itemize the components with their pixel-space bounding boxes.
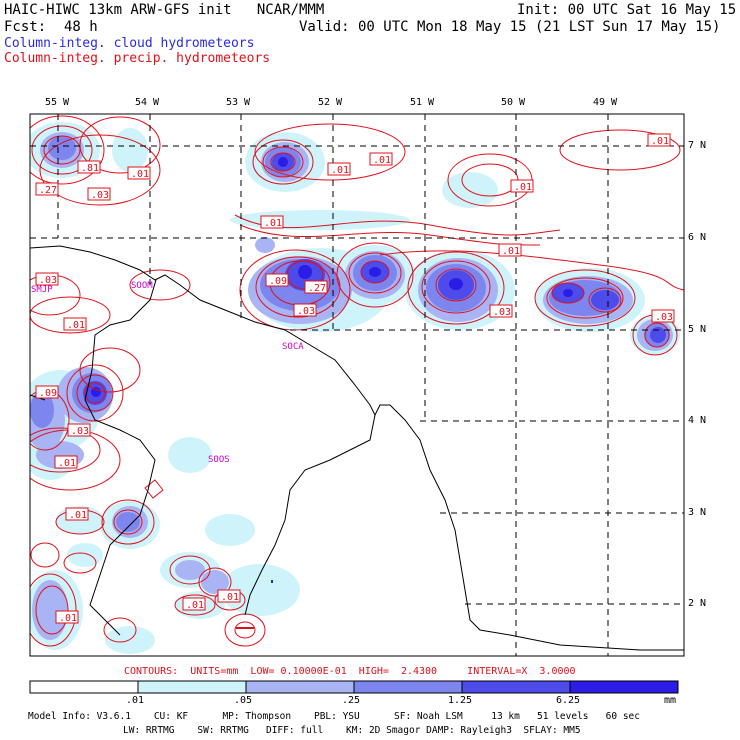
model-info-line2: LW: RRTMG SW: RRTMG DIFF: full KM: 2D Sm… (123, 725, 581, 736)
lat-label: 4 N (688, 415, 707, 426)
station-label: SMJP (31, 285, 53, 295)
contour-label: .01 (131, 169, 149, 180)
contour-label: .03 (71, 426, 89, 437)
contour-label: .01 (221, 592, 239, 603)
contour-label: .03 (91, 190, 109, 201)
legend-unit: mm (664, 695, 677, 706)
cloud-shading (30, 122, 680, 654)
lat-label: 2 N (688, 598, 707, 609)
contour-label: .09 (39, 388, 57, 399)
lat-lon-grid (30, 114, 684, 656)
contour-labels: .01 .81 .27 .03 .01 .01 .01 .01 .01 .09 … (35, 133, 675, 624)
contour-label: .01 (502, 246, 520, 257)
lon-label: 50 W (501, 97, 526, 108)
lon-label: 51 W (410, 97, 435, 108)
contour-label: .01 (186, 600, 204, 611)
lon-label: 54 W (135, 97, 160, 108)
contour-label: .01 (373, 155, 391, 166)
plot-frame (29, 113, 685, 657)
contour-label: .01 (514, 182, 532, 193)
legend-tick: .01 (126, 695, 145, 706)
station-label: SOOS (208, 455, 230, 465)
contour-label: .01 (58, 458, 76, 469)
model-title: HAIC-HIWC 13km ARW-GFS init NCAR/MMM (4, 2, 325, 18)
contour-label: .01 (331, 165, 349, 176)
lat-label: 5 N (688, 324, 707, 335)
legend-tick: 6.25 (556, 695, 581, 706)
model-info-line1: Model Info: V3.6.1 CU: KF MP: Thompson P… (28, 711, 640, 722)
legend-bar (29, 680, 679, 694)
contour-label: .03 (297, 306, 315, 317)
contour-label: .27 (39, 185, 57, 196)
coastline (30, 245, 684, 651)
lat-label: 3 N (688, 507, 707, 518)
contour-label: .27 (308, 283, 326, 294)
legend-tick: .05 (234, 695, 253, 706)
contour-label: .01 (67, 320, 85, 331)
contour-info: CONTOURS: UNITS=mm LOW= 0.10000E-01 HIGH… (124, 666, 576, 677)
contour-label: .01 (59, 613, 77, 624)
legend-tick: .25 (342, 695, 361, 706)
contour-label: .81 (81, 163, 99, 174)
contour-label: .01 (69, 510, 87, 521)
legend-tick: 1.25 (448, 695, 473, 706)
lat-label: 6 N (688, 232, 707, 243)
lon-label: 53 W (226, 97, 251, 108)
contour-label: .01 (651, 136, 669, 147)
forecast-hours: 48 h (64, 19, 98, 35)
lon-label: 49 W (593, 97, 618, 108)
field-cloud-label: Column-integ. cloud hydrometeors (4, 36, 255, 51)
station-label: SOCA (282, 342, 304, 352)
valid-time: Valid: 00 UTC Mon 18 May 15 (21 LST Sun … (299, 19, 721, 35)
lon-label: 52 W (318, 97, 343, 108)
contour-label: .03 (655, 312, 673, 323)
contour-label: .03 (493, 307, 511, 318)
init-time: Init: 00 UTC Sat 16 May 15 (517, 2, 737, 18)
station-label: SOOM (131, 281, 153, 291)
contour-label: .01 (264, 218, 282, 229)
field-precip-label: Column-integ. precip. hydrometeors (4, 51, 271, 66)
contour-label: .03 (39, 275, 57, 286)
lon-label: 55 W (45, 97, 70, 108)
lat-label: 7 N (688, 140, 707, 151)
contour-label: .09 (269, 276, 287, 287)
precip-contours (30, 115, 684, 647)
forecast-label: Fcst: (4, 19, 47, 35)
